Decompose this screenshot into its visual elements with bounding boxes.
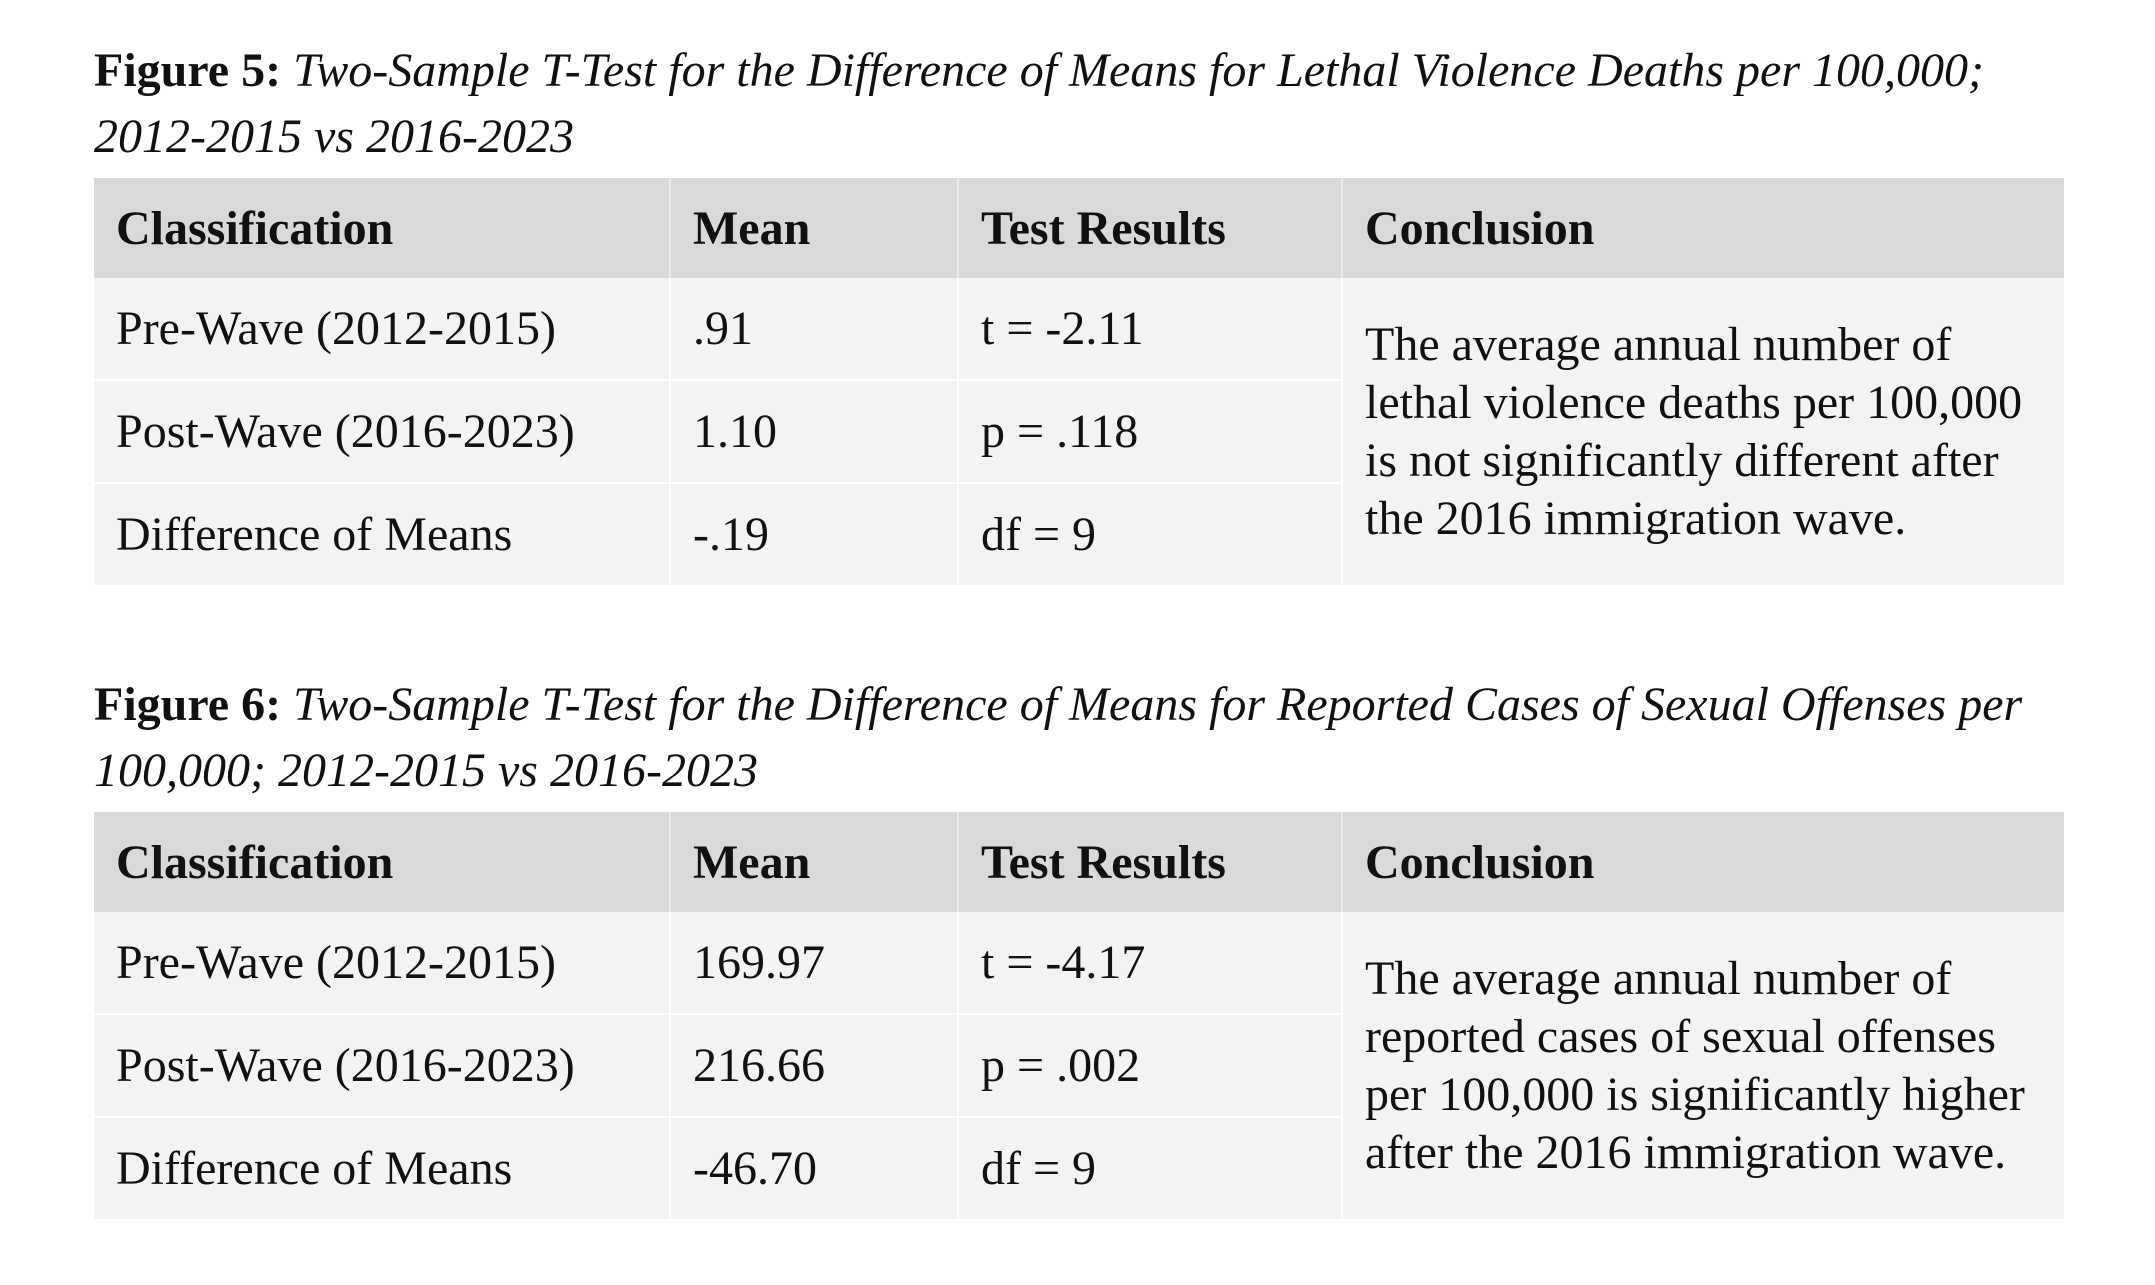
cell-conclusion: The average annual number of lethal viol… bbox=[1341, 278, 2064, 585]
table-row: Post-Wave (2016-2023) 1.10 p = .118 bbox=[94, 379, 2064, 483]
table-row: Post-Wave (2016-2023) 216.66 p = .002 bbox=[94, 1013, 2064, 1117]
table-header-row: Classification Mean Test Results Conclus… bbox=[94, 812, 2064, 912]
header-classification: Classification bbox=[94, 812, 670, 912]
cell-test-result: p = .118 bbox=[957, 379, 1342, 483]
cell-classification: Difference of Means bbox=[94, 482, 670, 585]
cell-conclusion: The average annual number of reported ca… bbox=[1341, 912, 2064, 1219]
figure-5: Figure 5: Two-Sample T-Test for the Diff… bbox=[94, 38, 2064, 585]
cell-mean: 1.10 bbox=[669, 379, 958, 483]
cell-classification: Pre-Wave (2012-2015) bbox=[94, 278, 670, 380]
cell-mean: 216.66 bbox=[669, 1013, 958, 1117]
cell-test-result: df = 9 bbox=[957, 482, 1342, 585]
figure-title: Two-Sample T-Test for the Difference of … bbox=[94, 44, 1984, 163]
cell-mean: -.19 bbox=[669, 482, 958, 585]
cell-classification: Difference of Means bbox=[94, 1116, 670, 1219]
table-row: Difference of Means -.19 df = 9 bbox=[94, 482, 2064, 585]
figure-title: Two-Sample T-Test for the Difference of … bbox=[94, 678, 2023, 797]
figure-6: Figure 6: Two-Sample T-Test for the Diff… bbox=[94, 672, 2064, 1219]
header-test-results: Test Results bbox=[957, 812, 1342, 912]
cell-classification: Post-Wave (2016-2023) bbox=[94, 379, 670, 483]
cell-mean: -46.70 bbox=[669, 1116, 958, 1219]
cell-test-result: t = -4.17 bbox=[957, 912, 1342, 1014]
header-mean: Mean bbox=[669, 812, 958, 912]
header-conclusion: Conclusion bbox=[1341, 178, 2064, 278]
table-row: Pre-Wave (2012-2015) 169.97 t = -4.17 Th… bbox=[94, 912, 2064, 1219]
table-row: Difference of Means -46.70 df = 9 bbox=[94, 1116, 2064, 1219]
figure-label: Figure 6: bbox=[94, 678, 282, 731]
header-mean: Mean bbox=[669, 178, 958, 278]
cell-mean: .91 bbox=[669, 278, 958, 380]
cell-mean: 169.97 bbox=[669, 912, 958, 1014]
cell-test-result: p = .002 bbox=[957, 1013, 1342, 1117]
figure-caption: Figure 6: Two-Sample T-Test for the Diff… bbox=[94, 672, 2074, 804]
cell-classification: Post-Wave (2016-2023) bbox=[94, 1013, 670, 1117]
figure-caption: Figure 5: Two-Sample T-Test for the Diff… bbox=[94, 38, 2074, 170]
table-header-row: Classification Mean Test Results Conclus… bbox=[94, 178, 2064, 278]
ttest-table: Classification Mean Test Results Conclus… bbox=[94, 812, 2064, 1219]
cell-test-result: t = -2.11 bbox=[957, 278, 1342, 380]
header-classification: Classification bbox=[94, 178, 670, 278]
header-test-results: Test Results bbox=[957, 178, 1342, 278]
table-row: Pre-Wave (2012-2015) .91 t = -2.11 The a… bbox=[94, 278, 2064, 585]
figure-label: Figure 5: bbox=[94, 44, 282, 97]
ttest-table: Classification Mean Test Results Conclus… bbox=[94, 178, 2064, 585]
header-conclusion: Conclusion bbox=[1341, 812, 2064, 912]
cell-classification: Pre-Wave (2012-2015) bbox=[94, 912, 670, 1014]
cell-test-result: df = 9 bbox=[957, 1116, 1342, 1219]
